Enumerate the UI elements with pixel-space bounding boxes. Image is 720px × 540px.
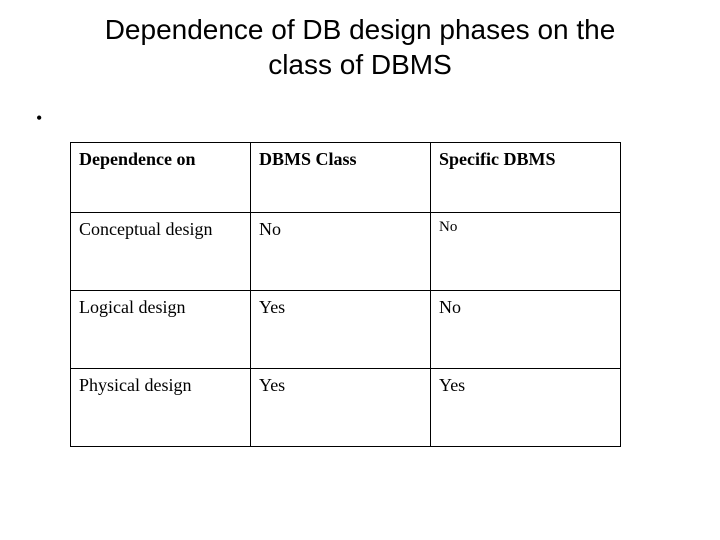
dependence-table: Dependence on DBMS Class Specific DBMS C…: [70, 142, 621, 447]
header-cell: Specific DBMS: [431, 143, 621, 213]
cell: No: [431, 291, 621, 369]
cell: No: [251, 213, 431, 291]
title-line-1: Dependence of DB design phases on the: [105, 14, 616, 45]
table-row: Conceptual design No No: [71, 213, 621, 291]
bullet-dot: •: [36, 108, 42, 129]
cell: Yes: [431, 369, 621, 447]
cell: Yes: [251, 291, 431, 369]
table-header-row: Dependence on DBMS Class Specific DBMS: [71, 143, 621, 213]
table: Dependence on DBMS Class Specific DBMS C…: [70, 142, 621, 447]
header-cell: Dependence on: [71, 143, 251, 213]
cell: Conceptual design: [71, 213, 251, 291]
slide-title: Dependence of DB design phases on the cl…: [0, 0, 720, 82]
cell: Logical design: [71, 291, 251, 369]
cell: Yes: [251, 369, 431, 447]
cell: Physical design: [71, 369, 251, 447]
table-row: Physical design Yes Yes: [71, 369, 621, 447]
cell: No: [431, 213, 621, 291]
title-line-2: class of DBMS: [268, 49, 452, 80]
header-cell: DBMS Class: [251, 143, 431, 213]
table-row: Logical design Yes No: [71, 291, 621, 369]
